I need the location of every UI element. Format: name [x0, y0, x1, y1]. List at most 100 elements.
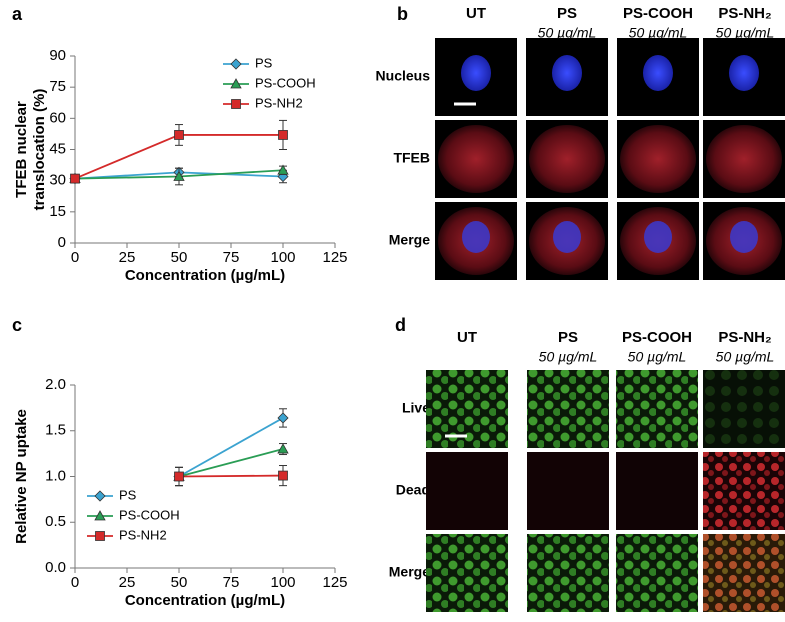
column-header: PS-COOH	[622, 329, 692, 346]
legend-marker	[230, 78, 242, 89]
nucleus	[730, 221, 758, 253]
x-tick-label: 75	[223, 574, 240, 591]
column-dose: 50 µg/mL	[539, 349, 598, 365]
nucleus	[729, 55, 759, 91]
marker	[277, 443, 289, 454]
y-tick-label: 2.0	[45, 376, 66, 393]
series-line	[178, 417, 284, 478]
y-tick-label: 60	[49, 109, 66, 126]
marker	[277, 412, 289, 424]
column-header: UT	[457, 329, 477, 346]
legend-label: PS	[255, 55, 273, 70]
x-tick-label: 125	[322, 249, 347, 266]
y-tick-label: 0.0	[45, 559, 66, 576]
micrograph-content	[527, 534, 609, 612]
x-tick-label: 25	[119, 574, 136, 591]
y-tick-label: 30	[49, 172, 66, 189]
legend-label: PS-NH2	[255, 95, 303, 110]
column-dose: 50 µg/mL	[629, 25, 688, 41]
column-dose: 50 µg/mL	[716, 349, 775, 365]
panel-label: a	[12, 4, 23, 24]
y-axis-label: Relative NP uptake	[13, 409, 30, 544]
series-line	[178, 474, 284, 478]
row-label: Merge	[389, 232, 430, 248]
column-dose: 50 µg/mL	[628, 349, 687, 365]
micrograph-content	[703, 452, 785, 530]
column-header: PS	[558, 329, 578, 346]
marker	[174, 471, 184, 482]
micrograph-content	[426, 534, 508, 612]
nucleus	[644, 221, 672, 253]
x-tick-label: 100	[270, 574, 295, 591]
nucleus	[461, 55, 491, 91]
y-axis-label: translocation (%)	[31, 89, 48, 211]
root: a b c d 0 15 30 45 60 75 90 0 25 50 75 100 125 Concentrat…	[12, 4, 785, 612]
marker	[173, 170, 185, 181]
micrograph-content	[527, 452, 609, 530]
y-tick-label: 15	[49, 203, 66, 220]
micrograph-content	[616, 452, 698, 530]
x-tick-label: 0	[71, 574, 79, 591]
marker	[70, 173, 80, 184]
x-tick-label: 0	[71, 249, 79, 266]
legend-label: PS-COOH	[255, 75, 316, 90]
panel-label: d	[395, 315, 406, 335]
row-label: TFEB	[393, 150, 430, 166]
micrograph-content	[703, 370, 785, 448]
panel-label: c	[12, 315, 22, 335]
micrograph-content	[703, 534, 785, 612]
column-header: PS	[557, 5, 577, 22]
x-tick-label: 125	[322, 574, 347, 591]
cell-body	[620, 125, 696, 193]
column-header: PS-NH₂	[718, 5, 771, 22]
row-label: Nucleus	[376, 68, 431, 84]
legend-label: PS-NH2	[119, 527, 167, 542]
micrograph-content	[527, 370, 609, 448]
marker	[278, 470, 288, 481]
x-tick-label: 50	[171, 249, 188, 266]
legend-marker	[94, 490, 106, 502]
nucleus	[552, 55, 582, 91]
column-dose: 50 µg/mL	[538, 25, 597, 41]
x-tick-label: 75	[223, 249, 240, 266]
x-tick-label: 25	[119, 249, 136, 266]
marker	[174, 130, 184, 140]
marker	[278, 130, 288, 140]
cell-body	[706, 125, 782, 193]
legend-marker	[230, 58, 242, 70]
column-dose: 50 µg/mL	[716, 25, 775, 41]
cell-body	[529, 125, 605, 193]
micrograph-content	[616, 534, 698, 612]
nucleus	[553, 221, 581, 253]
y-tick-label: 75	[49, 78, 66, 95]
legend-marker	[231, 99, 241, 109]
column-header: UT	[466, 5, 486, 22]
micrograph-content	[616, 370, 698, 448]
y-tick-label: 0.5	[45, 513, 66, 530]
nucleus	[462, 221, 490, 253]
nucleus	[643, 55, 673, 91]
y-tick-label: 1.0	[45, 467, 66, 484]
y-tick-label: 0	[58, 234, 66, 251]
legend-marker	[95, 531, 105, 541]
marker	[277, 164, 289, 175]
x-axis-label: Concentration (µg/mL)	[125, 267, 285, 284]
cell-body	[438, 125, 514, 193]
x-tick-label: 100	[270, 249, 295, 266]
y-axis-label: TFEB nuclear	[13, 101, 30, 198]
series-line	[178, 448, 284, 478]
legend-label: PS-COOH	[119, 507, 180, 522]
y-tick-label: 90	[49, 47, 66, 64]
panel-label: b	[397, 4, 408, 24]
column-header: PS-COOH	[623, 5, 693, 22]
legend-marker	[94, 510, 106, 521]
legend-label: PS	[119, 487, 137, 502]
row-label: Live	[402, 400, 430, 416]
y-tick-label: 1.5	[45, 422, 66, 439]
micrograph-content	[426, 452, 508, 530]
x-axis-label: Concentration (µg/mL)	[125, 592, 285, 609]
x-tick-label: 50	[171, 574, 188, 591]
column-header: PS-NH₂	[718, 329, 771, 346]
row-label: Dead	[396, 482, 430, 498]
